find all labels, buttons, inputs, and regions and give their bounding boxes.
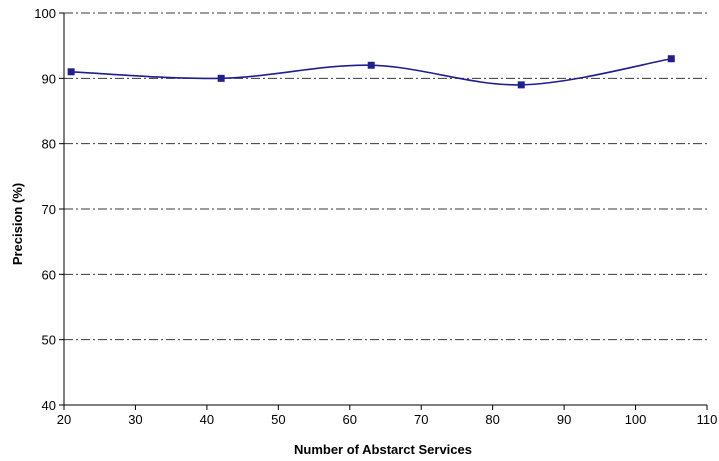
data-point-63 [367,61,375,69]
x-tick-label-30: 30 [128,412,142,427]
x-tick-label-50: 50 [271,412,285,427]
data-point-42 [217,74,225,82]
y-tick-label-40: 40 [42,398,56,413]
x-tick-label-80: 80 [485,412,499,427]
series [67,55,675,89]
y-tick-labels: 40 50 60 70 80 90 100 [34,6,56,413]
y-tick-label-70: 70 [42,202,56,217]
x-tick-label-40: 40 [200,412,214,427]
y-tick-label-100: 100 [34,6,56,21]
y-tick-label-80: 80 [42,137,56,152]
y-tick-label-60: 60 [42,267,56,282]
data-point-84 [517,81,525,89]
x-tick-label-60: 60 [343,412,357,427]
x-tick-label-110: 110 [697,412,718,427]
x-tick-label-70: 70 [414,412,428,427]
x-tick-label-90: 90 [557,412,571,427]
axes [59,12,708,410]
x-axis-title: Number of Abstarct Services [294,442,472,457]
data-point-105 [667,55,675,63]
y-axis-title: Precision (%) [10,183,25,265]
data-point-21 [67,68,75,76]
x-tick-label-100: 100 [625,412,647,427]
y-tick-label-50: 50 [42,333,56,348]
y-tick-label-90: 90 [42,71,56,86]
x-tick-labels: 20 30 40 50 60 70 80 90 100 110 [57,412,718,427]
gridlines [64,12,707,341]
x-tick-label-20: 20 [57,412,71,427]
